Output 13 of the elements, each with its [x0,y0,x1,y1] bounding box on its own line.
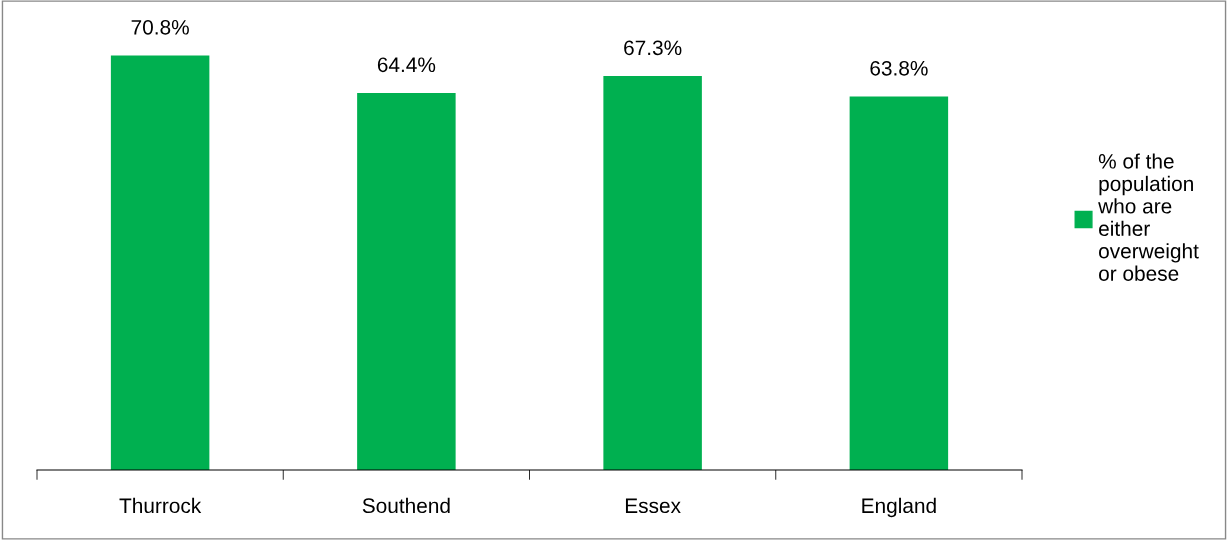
bar [357,92,456,470]
data-label: 70.8% [131,19,189,35]
bar [849,96,949,470]
bar [603,75,702,470]
bar [110,55,210,470]
x-tick-label: England [862,497,936,518]
data-label: 67.3% [624,40,682,56]
x-tick-label: Southend [362,497,450,514]
x-tick-label: Essex [625,498,681,514]
legend-label: % of the population who are either overweight or obese [1098,153,1199,281]
x-tick-label: Thurrock [119,497,202,514]
data-label: 64.4% [377,57,436,73]
data-label: 63.8% [870,60,928,76]
